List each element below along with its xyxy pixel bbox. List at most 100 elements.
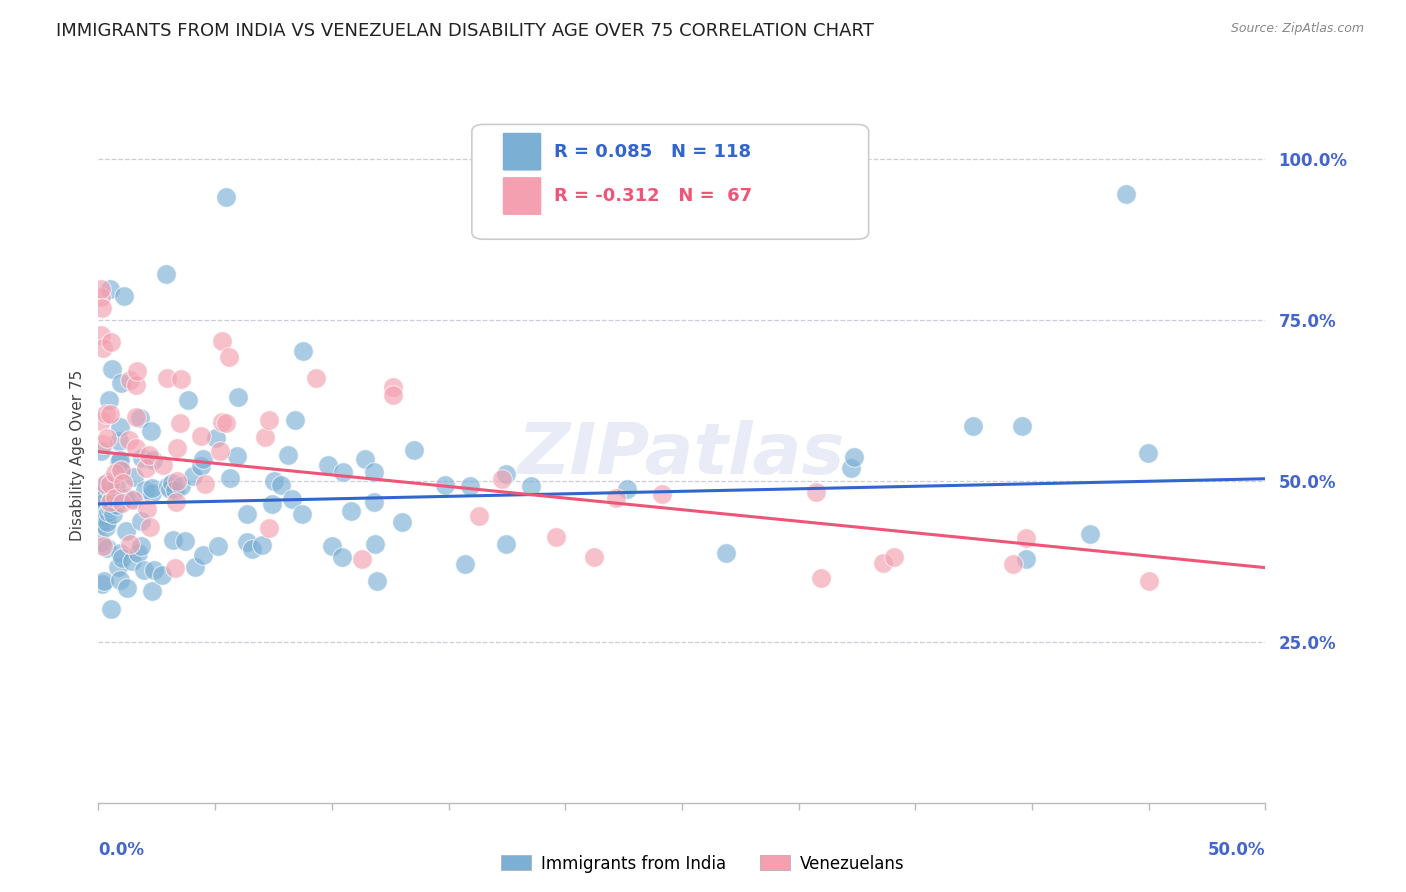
Point (1015, 531, 1038, 545)
Point (391, 515, 413, 529)
Point (1011, 419, 1033, 434)
Point (129, 514, 152, 528)
Point (169, 416, 191, 430)
Text: R = -0.312   N =  67: R = -0.312 N = 67 (554, 187, 752, 205)
Point (519, 479, 541, 493)
Point (128, 411, 150, 425)
Point (177, 392, 200, 407)
Point (842, 450, 865, 464)
Point (263, 475, 285, 489)
Point (94, 476, 117, 491)
Point (1115, 187, 1137, 202)
Point (1015, 552, 1038, 566)
Point (110, 573, 132, 587)
Point (350, 552, 373, 566)
Point (122, 470, 145, 484)
Point (124, 377, 146, 392)
Text: 0.0%: 0.0% (98, 841, 145, 859)
Point (170, 479, 193, 493)
FancyBboxPatch shape (472, 125, 869, 239)
Point (714, 546, 737, 560)
Point (260, 497, 283, 511)
Point (142, 563, 165, 577)
Point (108, 453, 131, 467)
Point (91, 539, 114, 553)
Point (107, 455, 129, 469)
Point (135, 502, 157, 516)
Point (91, 437, 114, 451)
Point (225, 449, 247, 463)
Point (651, 487, 673, 501)
Point (316, 458, 339, 472)
Point (433, 477, 456, 491)
Point (208, 444, 231, 458)
Point (354, 452, 377, 467)
Point (90, 577, 112, 591)
Point (105, 499, 128, 513)
Point (141, 482, 163, 496)
Point (218, 350, 240, 364)
Point (458, 479, 481, 493)
Point (142, 453, 165, 467)
Point (236, 535, 259, 549)
Point (156, 371, 179, 385)
Point (98, 495, 121, 509)
Point (194, 477, 217, 491)
Point (207, 539, 229, 553)
Point (90, 443, 112, 458)
Point (544, 530, 567, 544)
Point (138, 448, 160, 462)
Point (190, 429, 212, 443)
Point (115, 581, 138, 595)
Point (165, 483, 187, 497)
Point (121, 554, 143, 568)
Point (257, 413, 280, 427)
Point (93, 574, 115, 589)
Point (125, 409, 148, 424)
Legend: Immigrants from India, Venezuelans: Immigrants from India, Venezuelans (495, 848, 911, 880)
Point (117, 433, 139, 447)
Point (114, 524, 136, 538)
Point (90, 535, 112, 549)
Point (166, 474, 188, 488)
Point (101, 507, 124, 521)
Point (291, 507, 314, 521)
Y-axis label: Disability Age Over 75: Disability Age Over 75 (69, 369, 84, 541)
Point (98, 282, 121, 296)
Point (127, 546, 149, 560)
Point (114, 491, 136, 505)
Point (112, 289, 135, 303)
Point (104, 491, 127, 505)
Point (98, 407, 121, 421)
Point (98, 393, 121, 408)
Point (118, 537, 141, 551)
Point (495, 536, 517, 550)
Point (165, 495, 187, 509)
Point (96, 431, 118, 445)
Point (96, 541, 118, 555)
Point (495, 467, 517, 481)
Point (962, 418, 984, 433)
Point (107, 560, 129, 574)
Point (103, 467, 125, 481)
Point (111, 550, 134, 565)
Point (90, 290, 112, 304)
Point (155, 267, 177, 281)
Point (1137, 446, 1160, 460)
Point (883, 549, 905, 564)
Point (190, 458, 212, 473)
Point (112, 476, 135, 491)
Point (125, 441, 148, 455)
Point (204, 431, 226, 445)
Point (110, 463, 132, 477)
Point (98, 476, 121, 491)
Point (810, 571, 832, 585)
FancyBboxPatch shape (502, 132, 541, 171)
Point (94, 520, 117, 534)
Point (605, 491, 627, 506)
Point (211, 334, 233, 349)
Point (363, 465, 385, 479)
Point (91, 483, 114, 497)
Point (872, 556, 894, 570)
Point (254, 430, 277, 444)
